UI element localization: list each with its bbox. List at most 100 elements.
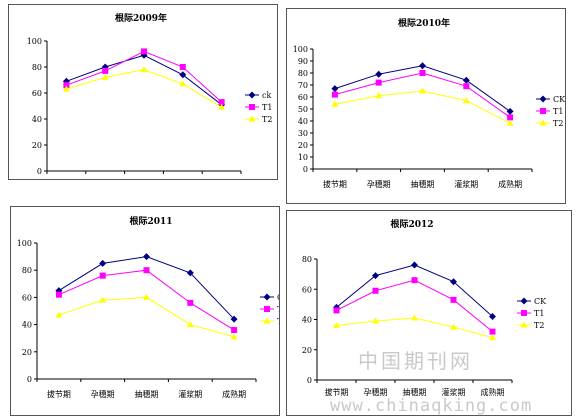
- series-CK: [333, 261, 496, 320]
- data-point: [140, 66, 148, 73]
- y-tick-label: 40: [298, 117, 308, 126]
- data-point: [143, 253, 150, 261]
- data-point: [450, 323, 457, 330]
- x-tick-label: 抽穗期: [403, 387, 427, 397]
- data-point: [218, 99, 225, 106]
- watermark-url: www.chinaqking.com: [330, 396, 533, 416]
- series-line: [58, 269, 235, 331]
- data-point: [331, 85, 339, 93]
- data-point: [179, 64, 186, 70]
- y-tick-label: 60: [302, 285, 312, 294]
- data-point: [489, 312, 496, 320]
- x-tick-label: 成熟期: [222, 389, 246, 399]
- series-ck: [62, 51, 226, 109]
- series-T1: [331, 70, 514, 121]
- series-line: [334, 90, 511, 124]
- data-point: [375, 92, 383, 99]
- legend-label: T1: [534, 309, 544, 318]
- y-tick-label: 50: [298, 105, 308, 114]
- x-tick-label: 孕穗期: [367, 179, 391, 189]
- y-tick-label: 20: [298, 141, 308, 150]
- y-tick-label: 60: [32, 89, 42, 98]
- legend-marker: [249, 104, 255, 110]
- chart-panel-2011: 根际2011 0 20 40 60 80 100 拔节期 孕穗期 抽穗期 灌浆期 成熟期 CK T1 T2: [10, 206, 280, 416]
- chart-title: 根际2012: [390, 218, 433, 230]
- legend-label: CK: [534, 297, 547, 306]
- series-line: [336, 264, 493, 317]
- y-tick-label: 10: [298, 153, 308, 162]
- legend-marker: [264, 306, 270, 312]
- y-tick-label: 0: [307, 376, 312, 385]
- data-point: [462, 76, 470, 84]
- y-tick-label: 100: [27, 37, 42, 46]
- x-tick-label: 孕穗期: [91, 389, 115, 399]
- y-tick-label: 80: [302, 255, 312, 264]
- data-point: [507, 114, 514, 121]
- series-CK: [331, 62, 514, 115]
- data-point: [462, 97, 470, 104]
- y-tick-label: 0: [27, 375, 32, 384]
- y-tick-label: 60: [298, 93, 308, 102]
- series-CK: [55, 253, 238, 323]
- data-point: [419, 62, 426, 70]
- legend: CK T1 T2: [536, 95, 565, 128]
- line-chart-2012: 根际2012 0 20 40 60 80 拔节期 孕穗期 抽穗期 灌浆期 成熟期 CK T1 T2: [302, 218, 547, 397]
- y-tick-label: 80: [22, 266, 32, 275]
- data-point: [375, 70, 383, 78]
- x-tick-label: 灌浆期: [442, 387, 466, 397]
- legend: CK T1 T2: [260, 293, 279, 326]
- legend-marker: [248, 115, 256, 122]
- y-tick-label: 40: [32, 115, 42, 124]
- y-tick-label: 80: [298, 69, 308, 78]
- x-tick-label: 孕穗期: [364, 387, 388, 397]
- legend-marker: [539, 119, 547, 126]
- data-point: [179, 71, 187, 79]
- data-point: [101, 73, 109, 80]
- data-point: [186, 321, 194, 328]
- data-point: [186, 269, 194, 277]
- x-tick-label: 拔节期: [325, 387, 349, 397]
- y-tick-label: 20: [32, 141, 42, 150]
- y-tick-label: 100: [17, 239, 32, 248]
- legend-marker: [263, 317, 271, 324]
- legend-marker: [540, 108, 546, 114]
- data-point: [372, 287, 379, 294]
- data-point: [231, 327, 238, 334]
- data-point: [143, 267, 150, 274]
- data-point: [489, 328, 496, 335]
- data-point: [99, 296, 107, 303]
- series-T2: [62, 66, 226, 110]
- data-point: [331, 91, 338, 98]
- data-point: [450, 296, 457, 303]
- y-tick-label: 0: [37, 167, 42, 176]
- data-point: [419, 70, 426, 76]
- data-point: [375, 79, 382, 86]
- y-tick-label: 40: [22, 321, 32, 330]
- legend-marker: [520, 297, 528, 305]
- legend-label: T2: [534, 321, 544, 330]
- y-tick-label: 60: [22, 293, 32, 302]
- chart-panel-2012: 根际2012 0 20 40 60 80 拔节期 孕穗期 抽穗期 灌浆期 成熟期 CK T1 T2: [286, 210, 572, 416]
- y-tick-label: 30: [298, 129, 308, 138]
- data-point: [506, 119, 514, 126]
- legend-label: ck: [262, 91, 271, 100]
- data-point: [411, 314, 418, 321]
- legend-label: CK: [553, 95, 565, 104]
- data-point: [99, 259, 107, 267]
- data-point: [141, 48, 147, 55]
- line-chart-2011: 根际2011 0 20 40 60 80 100 拔节期 孕穗期 抽穗期 灌浆期 成熟期 CK T1 T2: [17, 215, 279, 399]
- series-T1: [55, 267, 238, 334]
- line-chart-2009: 根际2009年020406080100拔节期孕穗期抽穗期灌浆期成熟期ckT1T2: [27, 12, 273, 176]
- legend-label: T1: [553, 107, 563, 116]
- data-point: [489, 334, 496, 341]
- data-point: [506, 107, 514, 115]
- legend-marker: [521, 310, 527, 316]
- line-chart-2010: 根际2010年 0 10 20 30 40 50 60 70 80 90 100 拔节期 孕穗期 抽穗期 灌浆…: [293, 17, 565, 189]
- legend-marker: [263, 293, 271, 301]
- data-point: [333, 322, 340, 329]
- chart-title: 根际2010年: [398, 17, 450, 29]
- data-point: [230, 333, 238, 340]
- x-tick-label: 拔节期: [323, 179, 347, 189]
- legend-marker: [248, 91, 256, 99]
- data-point: [55, 311, 63, 318]
